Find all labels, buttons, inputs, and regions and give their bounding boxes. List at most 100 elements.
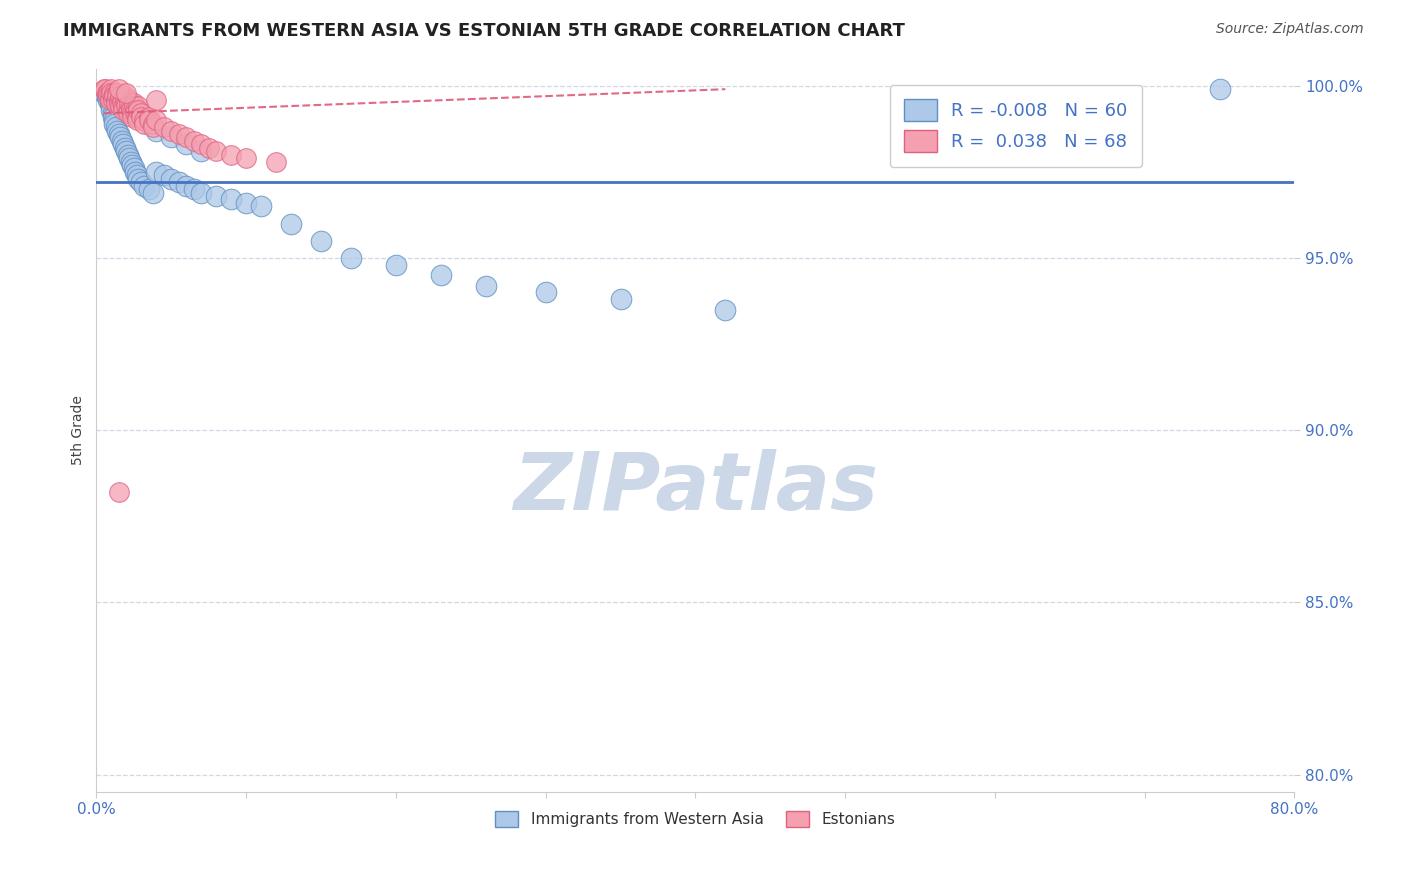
Point [121, 110, 143, 124]
Point [174, 178, 197, 193]
Point [142, 117, 165, 131]
Point [1208, 82, 1230, 96]
Point [609, 293, 631, 307]
Point [145, 165, 167, 179]
Point [101, 106, 124, 120]
Point [127, 99, 149, 113]
Point [93, 82, 115, 96]
Point [138, 110, 160, 124]
Point [534, 285, 557, 300]
Point [96, 86, 118, 100]
Point [98, 95, 121, 110]
Y-axis label: 5th Grade: 5th Grade [72, 395, 86, 465]
Point [97, 86, 120, 100]
Point [105, 123, 128, 137]
Point [235, 195, 257, 210]
Point [115, 86, 138, 100]
Point [145, 93, 167, 107]
Point [108, 127, 131, 141]
Point [205, 145, 228, 159]
Point [125, 113, 148, 128]
Point [101, 93, 124, 107]
Point [309, 234, 332, 248]
Point [160, 123, 183, 137]
Point [120, 103, 142, 117]
Point [104, 95, 127, 110]
Point [112, 103, 135, 117]
Point [120, 99, 142, 113]
Point [134, 178, 156, 193]
Point [108, 82, 131, 96]
Legend: Immigrants from Western Asia, Estonians: Immigrants from Western Asia, Estonians [488, 804, 903, 835]
Point [118, 93, 141, 107]
Point [127, 171, 149, 186]
Point [183, 134, 205, 148]
Point [93, 86, 115, 100]
Point [129, 175, 152, 189]
Point [174, 130, 197, 145]
Point [167, 175, 190, 189]
Point [125, 169, 148, 183]
Point [118, 151, 141, 165]
Point [134, 113, 156, 128]
Point [100, 103, 122, 117]
Point [115, 95, 138, 110]
Point [122, 95, 145, 110]
Point [103, 113, 125, 128]
Point [111, 95, 134, 110]
Point [115, 95, 138, 110]
Point [98, 93, 121, 107]
Point [101, 110, 124, 124]
Point [117, 106, 139, 120]
Point [190, 137, 212, 152]
Point [115, 99, 138, 113]
Point [280, 217, 302, 231]
Text: ZIPatlas: ZIPatlas [513, 449, 877, 527]
Point [121, 158, 143, 172]
Point [714, 302, 737, 317]
Point [129, 110, 152, 124]
Point [103, 89, 125, 103]
Point [219, 193, 242, 207]
Point [474, 278, 496, 293]
Point [152, 169, 174, 183]
Point [127, 103, 149, 117]
Point [105, 89, 128, 103]
Point [108, 485, 131, 500]
Point [122, 103, 145, 117]
Point [110, 130, 132, 145]
Point [114, 93, 136, 107]
Point [430, 268, 453, 283]
Point [101, 89, 124, 103]
Point [97, 93, 120, 107]
Point [250, 199, 273, 213]
Point [190, 145, 212, 159]
Point [100, 82, 122, 96]
Point [138, 113, 160, 128]
Point [152, 120, 174, 134]
Point [108, 89, 131, 103]
Point [264, 154, 287, 169]
Point [122, 99, 145, 113]
Point [145, 113, 167, 128]
Point [235, 151, 257, 165]
Point [100, 99, 122, 113]
Point [118, 95, 141, 110]
Point [110, 89, 132, 103]
Point [103, 86, 125, 100]
Point [115, 145, 138, 159]
Point [117, 147, 139, 161]
Point [100, 86, 122, 100]
Point [105, 86, 128, 100]
Text: IMMIGRANTS FROM WESTERN ASIA VS ESTONIAN 5TH GRADE CORRELATION CHART: IMMIGRANTS FROM WESTERN ASIA VS ESTONIAN… [63, 22, 905, 40]
Point [183, 182, 205, 196]
Point [142, 186, 165, 200]
Point [112, 137, 135, 152]
Point [96, 89, 118, 103]
Point [124, 106, 146, 120]
Point [124, 103, 146, 117]
Point [197, 141, 219, 155]
Point [160, 130, 183, 145]
Text: Source: ZipAtlas.com: Source: ZipAtlas.com [1216, 22, 1364, 37]
Point [103, 117, 125, 131]
